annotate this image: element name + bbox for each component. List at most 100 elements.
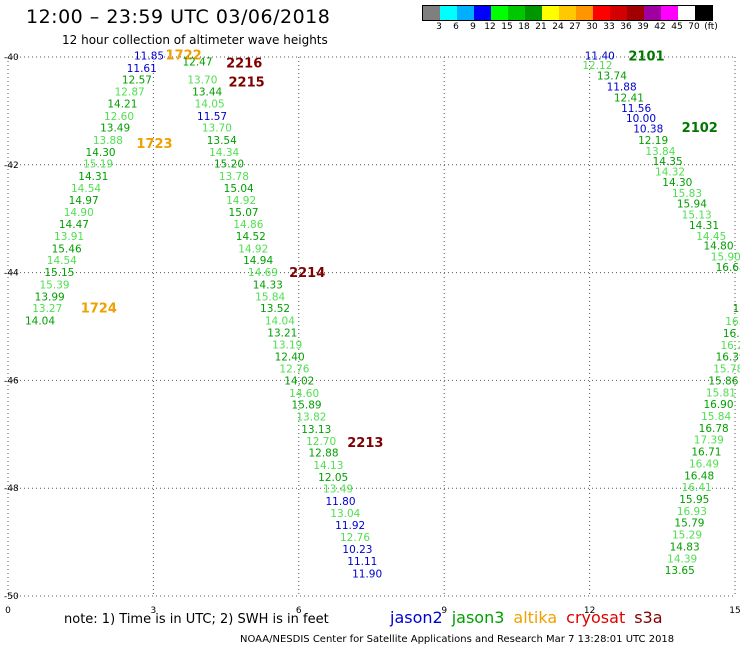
wave-height-value: 16.49	[689, 458, 719, 470]
color-scale-label: 33	[603, 22, 615, 32]
wave-height-value: 14.90	[64, 207, 94, 219]
wave-height-value: 13.54	[207, 135, 237, 147]
x-tick-label: 3	[151, 606, 157, 616]
wave-height-value: 16.39	[716, 352, 740, 364]
x-tick-label: 15	[729, 606, 740, 616]
wave-height-value: 11.40	[585, 50, 615, 62]
wave-height-value: 10.38	[633, 124, 663, 136]
legend-item-s3a: s3a	[634, 608, 663, 627]
legend-item-altika: altika	[513, 608, 558, 627]
color-scale-label: 27	[569, 22, 581, 32]
legend-item-jason2: jason2	[390, 608, 443, 627]
wave-height-value: 15.29	[672, 530, 702, 542]
color-swatch	[678, 6, 695, 20]
color-scale-label: 15	[501, 22, 513, 32]
wave-height-value: 14.86	[233, 219, 263, 231]
wave-height-value: 13.04	[330, 508, 360, 520]
color-swatch	[525, 6, 542, 20]
wave-height-value: 16.67	[733, 303, 740, 315]
color-swatch	[593, 6, 610, 20]
wave-height-value: 12.57	[122, 75, 152, 87]
wave-height-value: 10.23	[342, 544, 372, 556]
wave-height-value: 14.34	[209, 147, 239, 159]
wave-height-value: 15.39	[40, 279, 70, 291]
wave-height-value: 13.88	[93, 135, 123, 147]
wave-height-value: 11.56	[621, 103, 651, 115]
wave-height-value: 11.80	[325, 496, 355, 508]
wave-height-value: 11.57	[197, 111, 227, 123]
wave-height-value: 15.78	[713, 364, 740, 376]
wave-height-value: 16.93	[677, 506, 707, 518]
wave-height-value: 14.02	[284, 375, 314, 387]
wave-height-value: 13.19	[272, 339, 302, 351]
wave-height-value: 14.54	[47, 255, 77, 267]
page-title: 12:00 – 23:59 UTC 03/06/2018	[26, 6, 331, 28]
wave-height-value: 15.04	[224, 183, 254, 195]
wave-height-value: 14.32	[655, 166, 685, 178]
wave-height-value: 11.11	[347, 556, 377, 568]
wave-height-value: 14.21	[107, 98, 137, 110]
wave-height-value: 12.41	[614, 92, 644, 104]
wave-height-value: 14.60	[289, 388, 319, 400]
wave-height-value: 14.30	[86, 147, 116, 159]
color-scale-label: 21	[535, 22, 547, 32]
x-tick-label: 9	[441, 606, 447, 616]
color-swatch	[457, 6, 474, 20]
wave-height-value: 12.76	[279, 364, 309, 376]
wave-height-value: 15.15	[44, 267, 74, 279]
wave-height-value: 15.13	[682, 209, 712, 221]
wave-height-value: 12.70	[306, 436, 336, 448]
color-scale-label: 3	[436, 22, 442, 32]
wave-height-value: 14.97	[69, 195, 99, 207]
wave-height-value: 12.76	[340, 532, 370, 544]
wave-height-value: 16.71	[691, 447, 721, 459]
wave-height-value: 17.39	[694, 435, 724, 447]
color-swatch	[474, 6, 491, 20]
wave-height-value: 10.00	[626, 113, 656, 125]
wave-height-value: 13.70	[202, 123, 232, 135]
wave-height-value: 13.21	[267, 327, 297, 339]
y-tick-label: -46	[4, 376, 19, 386]
color-swatch	[423, 6, 440, 20]
wave-height-value: 11.61	[127, 63, 157, 75]
pass-time-label: 1724	[81, 302, 117, 317]
wave-height-value: 15.19	[83, 159, 113, 171]
color-swatch	[508, 6, 525, 20]
wave-height-value: 15.81	[706, 387, 736, 399]
color-swatch	[491, 6, 508, 20]
wave-height-value: 14.33	[253, 279, 283, 291]
wave-height-value: 16.90	[703, 399, 733, 411]
color-scale-label: 39	[637, 22, 649, 32]
legend-item-cryosat: cryosat	[566, 608, 626, 627]
pass-time-label: 2102	[682, 121, 718, 136]
pass-time-label: 2213	[347, 436, 383, 451]
wave-height-value: 14.45	[696, 231, 726, 243]
wave-height-value: 14.05	[195, 98, 225, 110]
color-swatch	[610, 6, 627, 20]
wave-height-value: 16.84	[723, 328, 740, 340]
wave-height-value: 15.90	[711, 251, 740, 263]
wave-height-value: 16.78	[699, 423, 729, 435]
wave-height-value: 14.92	[226, 195, 256, 207]
wave-height-value: 14.94	[243, 255, 273, 267]
color-scale-bar	[422, 5, 713, 21]
wave-height-value: 15.84	[701, 411, 731, 423]
wave-height-value: 11.85	[134, 50, 164, 62]
y-tick-label: -42	[4, 161, 19, 171]
y-tick-label: -44	[4, 269, 19, 279]
wave-height-value: 15.07	[229, 207, 259, 219]
wave-height-value: 16.29	[720, 340, 740, 352]
wave-height-value: 16.68	[716, 262, 740, 274]
pass-time-label: 2216	[226, 56, 262, 71]
wave-height-value: 14.69	[248, 267, 278, 279]
wave-height-value: 15.79	[674, 518, 704, 530]
wave-height-value: 14.92	[238, 243, 268, 255]
footer-credit: NOAA/NESDIS Center for Satellite Applica…	[240, 634, 675, 645]
wave-height-value: 16.48	[684, 470, 714, 482]
wave-height-value: 12.60	[104, 111, 134, 123]
color-scale-label: 12	[484, 22, 496, 32]
wave-height-value: 14.31	[78, 171, 108, 183]
wave-height-value: 11.88	[607, 82, 637, 94]
wave-height-value: 15.86	[708, 375, 738, 387]
